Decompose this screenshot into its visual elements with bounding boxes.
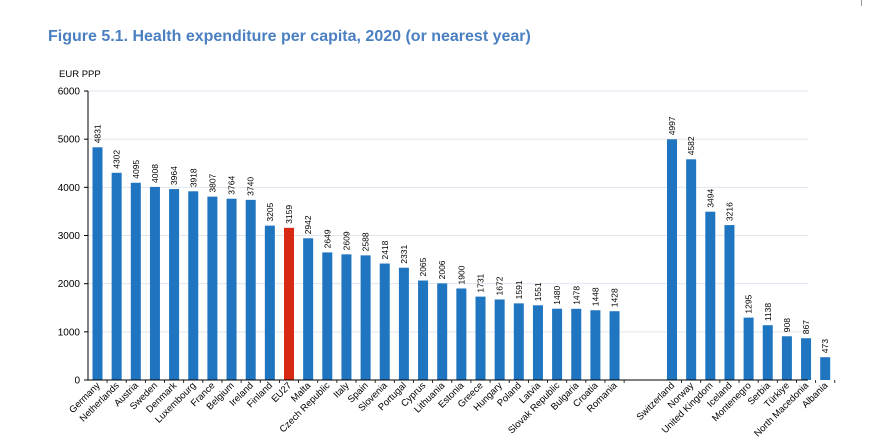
data-label: 2649 <box>322 229 332 248</box>
data-label: 1295 <box>744 294 754 313</box>
data-label: 1591 <box>514 280 524 299</box>
bar <box>111 172 122 380</box>
bar <box>781 336 792 380</box>
bar <box>456 288 467 380</box>
bar <box>743 317 754 380</box>
data-label: 1478 <box>571 286 581 305</box>
data-label: 4997 <box>667 116 677 135</box>
data-label: 3764 <box>227 176 237 195</box>
data-label: 3494 <box>705 189 715 208</box>
bar <box>188 191 199 380</box>
data-label: 3159 <box>284 205 294 224</box>
y-tick-label: 2000 <box>58 279 81 290</box>
bar <box>245 199 256 380</box>
data-label: 4831 <box>93 124 103 143</box>
data-label: 4582 <box>686 136 696 155</box>
data-label: 473 <box>820 339 830 353</box>
data-label: 3740 <box>246 177 256 196</box>
data-label: 2065 <box>418 257 428 276</box>
bar <box>590 310 601 380</box>
bar <box>532 305 543 380</box>
bar <box>513 303 524 380</box>
corner-mark <box>861 0 862 6</box>
bar <box>130 182 141 380</box>
y-axis-label: EUR PPP <box>59 69 101 80</box>
bar <box>149 186 160 380</box>
bar <box>705 211 716 380</box>
bar <box>341 254 352 380</box>
data-label: 1900 <box>456 265 466 284</box>
y-tick-label: 3000 <box>58 231 81 242</box>
data-label: 4008 <box>150 164 160 183</box>
data-label: 3964 <box>169 166 179 185</box>
y-axis-ticks: 0 1000 2000 3000 4000 5000 6000 <box>58 87 88 387</box>
data-label: 2609 <box>341 231 351 250</box>
y-tick-label: 6000 <box>58 87 81 98</box>
category-labels: GermanyNetherlandsAustriaSwedenDenmarkLu… <box>67 380 836 439</box>
bar <box>418 280 429 380</box>
data-label: 2588 <box>361 232 371 251</box>
chart-title: Figure 5.1. Health expenditure per capit… <box>48 28 531 45</box>
bar <box>379 263 390 380</box>
bar <box>724 225 735 380</box>
y-tick-label: 5000 <box>58 135 81 146</box>
data-label: 2942 <box>303 215 313 234</box>
data-label: 1731 <box>476 273 486 292</box>
category-label: EU27 <box>270 380 295 405</box>
bar <box>264 225 275 380</box>
data-label: 867 <box>801 320 811 334</box>
data-label: 1480 <box>552 286 562 305</box>
data-label: 1672 <box>495 276 505 295</box>
bar <box>360 255 371 380</box>
bar <box>303 238 314 380</box>
data-label: 4302 <box>112 150 122 169</box>
bar <box>609 311 620 380</box>
data-label: 2006 <box>437 260 447 279</box>
bar <box>169 189 180 380</box>
bar <box>820 357 831 380</box>
data-label: 1448 <box>590 287 600 306</box>
bar <box>207 196 218 380</box>
data-label: 1551 <box>533 282 543 301</box>
bar <box>322 252 333 380</box>
bar <box>801 338 812 380</box>
data-label: 3918 <box>188 168 198 187</box>
bar <box>437 283 448 380</box>
y-tick-label: 1000 <box>58 327 81 338</box>
bar <box>571 308 582 380</box>
value-labels: 4831 4302 4095 4008 3964 3918 3807 3764 3740 3205… <box>93 116 831 353</box>
bar <box>226 198 237 380</box>
data-label: 4095 <box>131 160 141 179</box>
bar <box>398 267 409 380</box>
bar <box>284 227 294 380</box>
data-label: 2418 <box>380 240 390 259</box>
bar <box>475 296 486 380</box>
y-tick-label: 0 <box>74 376 80 387</box>
bar <box>762 325 773 380</box>
data-label: 3807 <box>207 173 217 192</box>
data-label: 2331 <box>399 245 409 264</box>
bar <box>686 159 697 380</box>
bar <box>494 299 505 380</box>
data-label: 908 <box>782 318 792 332</box>
data-label: 1138 <box>763 303 773 322</box>
bar <box>667 139 677 380</box>
bars <box>92 139 831 380</box>
y-tick-label: 4000 <box>58 183 81 194</box>
bar <box>552 308 563 380</box>
data-label: 3205 <box>265 202 275 221</box>
data-label: 1428 <box>610 288 620 307</box>
bar <box>92 147 103 380</box>
data-label: 3216 <box>724 202 734 221</box>
